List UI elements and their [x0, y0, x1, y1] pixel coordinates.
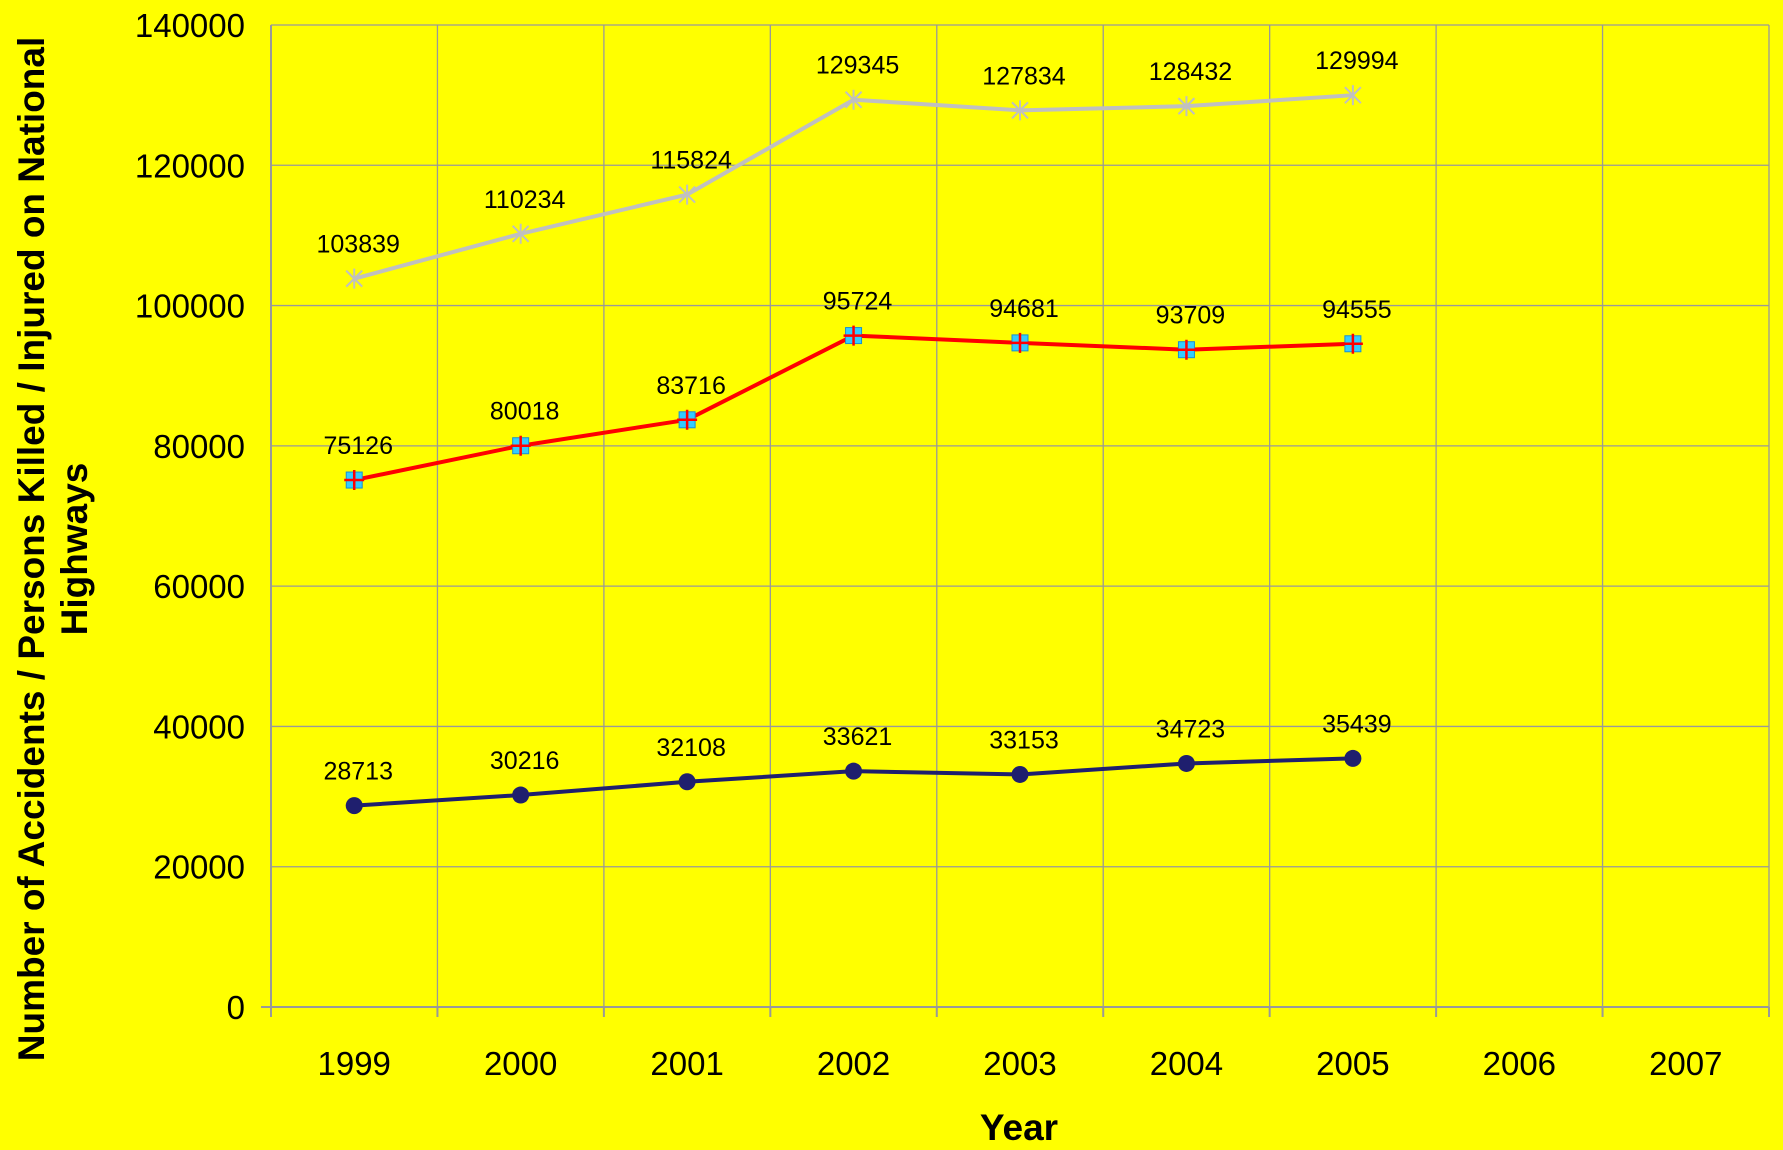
data-point — [512, 786, 530, 804]
data-label: 115824 — [650, 147, 732, 175]
data-label: 33621 — [823, 723, 893, 751]
x-tick-label: 2002 — [817, 1045, 890, 1082]
data-point — [678, 184, 696, 205]
y-tick-label: 140000 — [135, 7, 245, 44]
gridlines — [270, 24, 1770, 1008]
x-axis-title: Year — [980, 1107, 1058, 1148]
data-label: 30216 — [490, 747, 560, 775]
data-point — [1344, 85, 1362, 106]
data-label: 128432 — [1149, 58, 1232, 86]
y-axis-title-line-2: Highways — [54, 463, 95, 636]
data-point — [678, 773, 696, 791]
data-label: 75126 — [323, 432, 393, 460]
data-point — [843, 325, 864, 346]
data-point — [1177, 96, 1196, 117]
data-label: 28713 — [323, 758, 393, 786]
y-tick-label: 60000 — [153, 568, 245, 605]
data-label: 33153 — [989, 726, 1059, 754]
y-tick-label: 100000 — [135, 288, 245, 325]
series-2 — [344, 325, 1363, 491]
x-tick-label: 2001 — [650, 1045, 723, 1082]
y-tick-label: 40000 — [153, 708, 245, 745]
data-label: 93709 — [1156, 302, 1226, 330]
data-label: 83716 — [656, 372, 726, 400]
series-1 — [345, 85, 1362, 289]
data-label: 95724 — [823, 288, 893, 316]
data-point — [1011, 765, 1029, 783]
y-tick-label: 120000 — [135, 147, 245, 184]
x-tick-label: 2005 — [1316, 1045, 1389, 1082]
y-tick-labels: 0 20000 40000 60000 80000 100000 120000 140000 — [135, 7, 245, 1026]
data-point — [1177, 754, 1195, 772]
data-labels: 103839 110234 115824 129345 127834 128432 1299… — [317, 47, 1399, 785]
data-point — [345, 797, 363, 815]
data-label: 94555 — [1322, 296, 1392, 324]
y-axis-title: Number of Accidents / Persons Killed / I… — [11, 37, 95, 1062]
data-point — [844, 89, 863, 110]
data-label: 110234 — [484, 186, 566, 214]
series-3 — [345, 749, 1362, 815]
x-tick-labels: 1999 2000 2001 2002 2003 2004 2005 2006 2007 — [318, 1045, 1723, 1082]
data-label: 127834 — [982, 62, 1066, 90]
x-tick-label: 2003 — [983, 1045, 1056, 1082]
data-point — [511, 223, 530, 244]
data-point — [1342, 333, 1363, 354]
data-label: 32108 — [656, 734, 726, 762]
axes — [261, 25, 1770, 1017]
data-point — [845, 762, 863, 780]
data-point — [677, 409, 698, 430]
data-point — [1010, 332, 1030, 353]
data-label: 129994 — [1315, 47, 1399, 75]
data-point — [345, 268, 363, 289]
x-tick-label: 2000 — [484, 1045, 557, 1082]
y-axis-title-line-1: Number of Accidents / Persons Killed / I… — [11, 37, 52, 1062]
data-point — [1344, 749, 1362, 767]
data-label: 35439 — [1322, 710, 1392, 738]
y-tick-label: 80000 — [153, 428, 245, 465]
series-group — [344, 85, 1363, 815]
data-point — [1011, 100, 1029, 121]
data-point — [510, 435, 531, 456]
x-tick-label: 2004 — [1150, 1045, 1223, 1082]
x-tick-label: 1999 — [318, 1045, 391, 1082]
x-tick-label: 2007 — [1649, 1045, 1722, 1082]
data-label: 94681 — [989, 295, 1059, 323]
data-point — [344, 470, 365, 491]
data-point — [1176, 339, 1197, 360]
data-label: 34723 — [1156, 715, 1226, 743]
x-tick-label: 2006 — [1483, 1045, 1556, 1082]
data-label: 129345 — [816, 52, 899, 80]
y-tick-label: 0 — [227, 989, 245, 1026]
data-label: 80018 — [490, 398, 560, 426]
data-label: 103839 — [317, 231, 400, 259]
y-tick-label: 20000 — [153, 849, 245, 886]
